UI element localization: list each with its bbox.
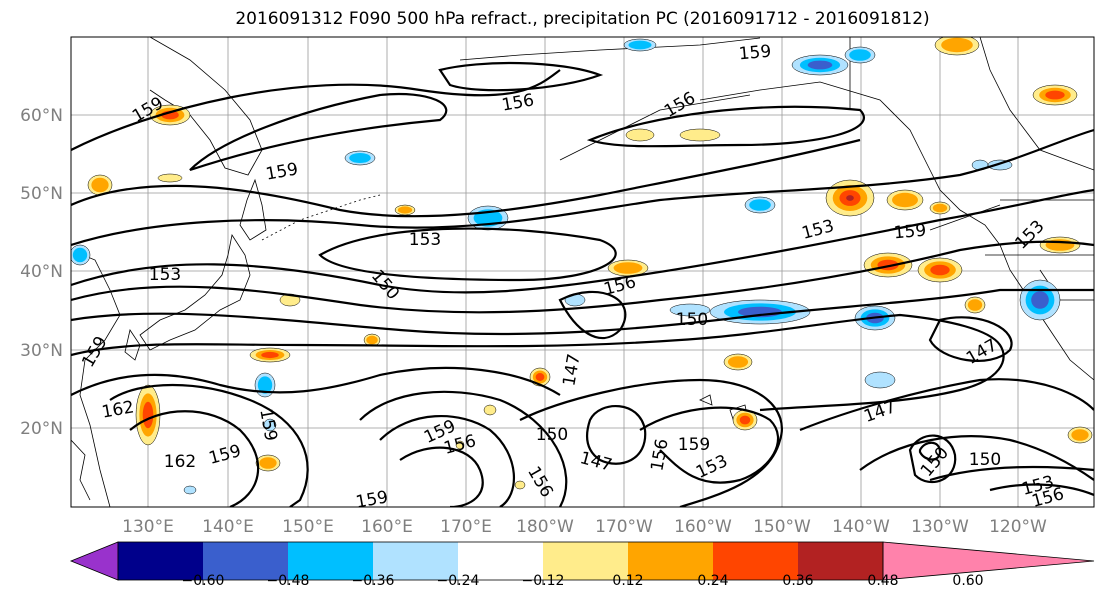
longitude-label: 140°E: [202, 517, 254, 537]
colorbar-tick-label: 0.36: [782, 573, 813, 589]
precip-blob: [183, 485, 197, 495]
colorbar-segment: [798, 542, 883, 580]
contour-label: 153: [149, 265, 181, 285]
colorbar-segment: [543, 542, 628, 580]
colorbar-tick-label: −0.12: [522, 573, 565, 589]
precip-blob: [625, 128, 655, 142]
precip-blob: [259, 457, 277, 469]
contour-label: 159: [738, 42, 772, 65]
precip-blob: [846, 195, 854, 201]
colorbar-tick-label: −0.60: [182, 573, 225, 589]
precip-blob: [349, 152, 371, 164]
figure-title: 2016091312 F090 500 hPa refract., precip…: [235, 9, 930, 29]
colorbar-segment: [203, 542, 288, 580]
precip-blob: [739, 415, 751, 425]
precip-blob: [1031, 291, 1049, 309]
colorbar-segment: [118, 542, 203, 580]
precip-blob: [261, 351, 279, 359]
colorbar-tick-label: −0.36: [352, 573, 395, 589]
colorbar-segment: [713, 542, 798, 580]
precip-blob: [514, 480, 526, 490]
contour-label: 150: [969, 450, 1001, 470]
precip-blob: [628, 40, 652, 50]
colorbar-extend-high: [882, 541, 1095, 581]
precip-blob: [72, 247, 88, 263]
precip-blob: [366, 335, 378, 345]
latitude-label: 40°N: [20, 262, 63, 282]
precip-blob: [967, 299, 983, 311]
longitude-label: 120°W: [989, 517, 1047, 537]
colorbar-tick-label: −0.24: [437, 573, 480, 589]
contour-label: 153: [409, 230, 441, 250]
latitude-label: 30°N: [20, 341, 63, 361]
colorbar-tick-label: 0.12: [612, 573, 643, 589]
longitude-label: 150°E: [282, 517, 334, 537]
colorbar-tick-label: 0.24: [697, 573, 728, 589]
precip-blob: [941, 37, 973, 53]
precip-blob: [669, 303, 711, 317]
colorbar-segment: [628, 542, 713, 580]
latitude-labels: 60°N 50°N 40°N 30°N 20°N: [20, 106, 63, 439]
precip-blob: [807, 60, 833, 70]
contour-label: 156: [1030, 484, 1067, 512]
precip-blob: [263, 418, 277, 432]
precip-blob: [483, 404, 497, 416]
precip-blob: [142, 401, 154, 429]
precip-blob: [613, 262, 643, 274]
refractivity-contours: [71, 61, 1094, 507]
precip-blob: [864, 371, 896, 389]
contour-label: 162: [164, 452, 196, 472]
precip-blob: [727, 356, 749, 368]
contour-label: 159: [893, 221, 927, 244]
precip-blob: [679, 128, 721, 142]
colorbar-tick-label: 0.48: [867, 573, 898, 589]
longitude-label: 160°W: [674, 517, 732, 537]
map-frame: [70, 36, 1095, 508]
colorbar-tick-labels: −0.60 −0.48 −0.36 −0.24 −0.12 0.12 0.24 0.36 0.4…: [182, 573, 984, 589]
colorbar-tick-label: −0.48: [267, 573, 310, 589]
contour-label: 150: [536, 425, 568, 445]
precip-blob: [157, 173, 183, 183]
precip-blob: [1045, 90, 1065, 100]
precip-blob: [1071, 429, 1089, 441]
longitude-label: 180°W: [516, 517, 574, 537]
precip-blob: [749, 199, 771, 211]
precip-blob: [397, 206, 413, 214]
latitude-label: 50°N: [20, 184, 63, 204]
longitude-label: 140°W: [832, 517, 890, 537]
precip-blob: [930, 264, 950, 276]
precip-blob: [932, 203, 948, 213]
longitude-label: 160°E: [361, 517, 413, 537]
contour-label: 159: [678, 435, 710, 455]
colorbar-segment: [458, 542, 543, 580]
latitude-label: 60°N: [20, 106, 63, 126]
contour-label: 159: [354, 487, 389, 512]
longitude-label: 150°W: [753, 517, 811, 537]
contour-label: 150: [676, 310, 708, 330]
colorbar-tick-label: 0.60: [952, 573, 983, 589]
colorbar: [69, 541, 1095, 581]
colorbar-extend-low: [69, 541, 119, 581]
precip-blob: [91, 177, 109, 193]
longitude-label: 170°E: [440, 517, 492, 537]
precip-blob: [535, 373, 545, 381]
longitude-label: 130°W: [911, 517, 969, 537]
latitude-label: 20°N: [20, 419, 63, 439]
precip-blob: [257, 376, 273, 394]
colorbar-segment: [373, 542, 458, 580]
graticule: [71, 37, 1094, 507]
precip-blob: [849, 49, 871, 61]
colorbar-segment: [288, 542, 373, 580]
longitude-labels: 130°E 140°E 150°E 160°E 170°E 180°W 170°W 160°W…: [122, 517, 1047, 537]
longitude-label: 170°W: [595, 517, 653, 537]
precip-blob: [455, 440, 465, 450]
precip-blob: [892, 192, 918, 208]
longitude-label: 130°E: [122, 517, 174, 537]
